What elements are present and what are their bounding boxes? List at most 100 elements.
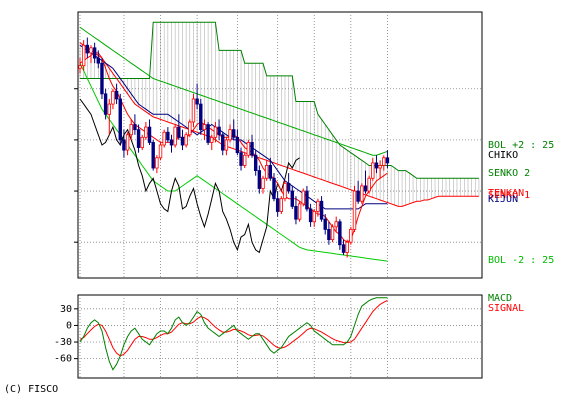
candle-body xyxy=(345,241,349,253)
candle-body xyxy=(147,126,152,143)
senko2-line xyxy=(80,21,479,179)
candle-body xyxy=(118,98,122,141)
candle-body xyxy=(367,177,371,192)
candle-body xyxy=(272,177,276,200)
bol-lower-line xyxy=(79,62,388,262)
candle-body xyxy=(122,139,126,151)
candle-body xyxy=(297,203,302,220)
candle-body xyxy=(378,165,382,169)
candle-body xyxy=(232,129,236,138)
candle-body xyxy=(286,182,291,192)
legend-kijun: KIJUN xyxy=(488,194,518,205)
legend-senko1: SENKO 1 xyxy=(488,190,530,201)
candle-body xyxy=(114,90,119,100)
candle-body xyxy=(136,129,141,148)
candle-body xyxy=(228,129,232,141)
macd-tick-label: -60 xyxy=(54,354,72,365)
candle-body xyxy=(81,44,86,67)
candle-body xyxy=(213,126,218,138)
candle-body xyxy=(221,134,225,151)
candle-body xyxy=(264,165,269,179)
candle-body xyxy=(103,93,108,115)
candle-body xyxy=(356,190,360,202)
candle-body xyxy=(217,126,221,136)
candle-body xyxy=(224,139,229,151)
candle-body xyxy=(92,47,97,59)
candle-body xyxy=(257,170,262,189)
signal-line xyxy=(79,300,388,357)
candle-body xyxy=(210,136,214,143)
candle-body xyxy=(305,190,309,210)
candle-body xyxy=(374,162,379,169)
legend-tenkan: TENKAN xyxy=(488,188,524,199)
kijun-line xyxy=(79,44,388,210)
candle-body xyxy=(158,144,163,159)
candle-body xyxy=(239,152,243,166)
candle-body xyxy=(155,157,159,169)
candle-body xyxy=(323,218,327,230)
candle-body xyxy=(202,124,207,131)
candle-body xyxy=(246,142,251,156)
candle-body xyxy=(382,157,386,166)
macd-frame xyxy=(77,294,483,379)
candle-body xyxy=(195,98,199,105)
candle-body xyxy=(85,44,90,54)
candle-body xyxy=(290,190,294,207)
candle-body xyxy=(301,190,305,205)
candle-body xyxy=(184,134,188,146)
candle-body xyxy=(129,124,133,136)
candle-body xyxy=(180,136,185,146)
macd-line xyxy=(79,297,388,371)
macd-tick-label: 0 xyxy=(66,320,72,331)
candle-body xyxy=(279,198,283,212)
candle-body xyxy=(250,142,254,156)
candle-body xyxy=(151,142,155,169)
candle-body xyxy=(308,208,313,223)
legend-macd: MACD xyxy=(488,293,512,304)
candle-body xyxy=(177,126,181,138)
candle-body xyxy=(199,103,203,131)
candle-body xyxy=(385,157,390,164)
legend-signal: SIGNAL xyxy=(488,303,524,314)
candle-body xyxy=(371,162,375,179)
candle-body xyxy=(133,124,137,131)
macd-tick-label: 30 xyxy=(60,304,72,315)
legend-senko2: SENKO 2 xyxy=(488,168,530,179)
candle-body xyxy=(166,131,170,141)
legend-bol-lower: BOL -2 : 25 xyxy=(488,255,554,266)
candle-body xyxy=(319,200,324,220)
legend-chiko: CHIKO xyxy=(488,150,518,161)
candle-body xyxy=(169,139,174,146)
candle-body xyxy=(162,131,166,146)
candle-body xyxy=(327,229,331,241)
candle-body xyxy=(330,226,335,241)
candle-body xyxy=(268,165,273,179)
legend-bol-upper: BOL +2 : 25 xyxy=(488,140,554,151)
macd-tick-label: -30 xyxy=(54,337,72,348)
candle-body xyxy=(253,154,258,171)
price-frame xyxy=(77,11,483,279)
candle-body xyxy=(312,211,316,223)
macd-panel: 30 0 -30 -60 xyxy=(54,294,483,379)
price-panel xyxy=(74,11,483,279)
candle-body xyxy=(89,47,93,54)
candle-body xyxy=(140,136,144,148)
candle-body xyxy=(360,185,364,202)
candle-body xyxy=(349,229,353,243)
candle-body xyxy=(111,90,115,105)
candle-body xyxy=(338,221,342,246)
candle-body xyxy=(316,200,320,212)
candle-body xyxy=(275,198,280,212)
candle-body xyxy=(363,185,368,192)
candle-body xyxy=(235,136,240,154)
candle-body xyxy=(78,65,82,69)
senko1-line xyxy=(79,42,479,207)
candle-body xyxy=(107,103,111,115)
candle-body xyxy=(352,190,357,230)
copyright-text: (C) FISCO xyxy=(4,384,58,395)
candle-body xyxy=(191,98,196,123)
candle-body xyxy=(261,177,265,189)
candle-body xyxy=(294,205,298,220)
